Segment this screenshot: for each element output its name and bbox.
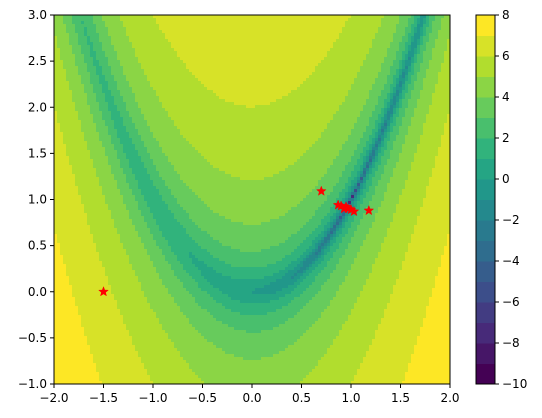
colorbar [476,15,495,385]
colorbar-tick-label: −10 [502,377,527,391]
y-tick-label: 3.0 [28,8,47,22]
colorbar-tick-label: −4 [502,254,520,268]
y-tick-label: 2.5 [28,54,47,68]
colorbar-band [476,281,495,303]
colorbar-band [476,138,495,159]
colorbar-band [476,220,495,241]
colorbar-band [476,322,495,344]
y-tick-label: −0.5 [18,331,47,345]
colorbar-tick-label: 4 [502,90,510,104]
point-marker [363,204,375,216]
point-marker [348,205,360,217]
x-tick-label: −2.0 [39,391,68,405]
colorbar-tick-label: −6 [502,295,520,309]
colorbar-tick-label: −8 [502,336,520,350]
x-axis: −2.0 −1.5 −1.0 −0.5 0.0 0.5 1.0 1.5 2.0 [39,384,460,405]
point-marker [98,286,109,297]
x-tick-label: −0.5 [188,391,217,405]
colorbar-band [476,199,495,221]
colorbar-band [476,15,495,36]
colorbar-band [476,76,495,98]
x-tick-label: 0.5 [292,391,311,405]
colorbar-frame [475,14,496,385]
x-tick-label: 1.5 [391,391,410,405]
colorbar-axis: −10 −8 −6 −4 −2 0 2 4 6 8 [495,8,527,391]
x-tick-label: 0.0 [242,391,261,405]
colorbar-band [476,363,495,385]
y-tick-label: 0.0 [28,285,47,299]
y-axis: −1.0 −0.5 0.0 0.5 1.0 1.5 2.0 2.5 3.0 [18,8,54,391]
colorbar-tick-label: 6 [502,49,510,63]
colorbar-band [476,240,495,262]
colorbar-band [476,35,495,57]
point-marker [315,185,327,196]
x-tick-label: −1.5 [89,391,118,405]
contour-fill [54,15,450,384]
colorbar-band [476,343,495,364]
colorbar-tick-label: 8 [502,8,510,22]
colorbar-band [476,261,495,282]
colorbar-tick-label: 2 [502,131,510,145]
y-tick-label: 2.0 [28,100,47,114]
colorbar-band [476,158,495,180]
colorbar-band [476,56,495,77]
y-tick-label: 1.5 [28,146,47,160]
colorbar-tick-label: −2 [502,213,520,227]
colorbar-band [476,179,495,200]
colorbar-band [476,97,495,118]
x-tick-label: −1.0 [138,391,167,405]
x-tick-label: 1.0 [341,391,360,405]
colorbar-band [476,117,495,139]
x-tick-label: 2.0 [440,391,459,405]
optimization-points [98,185,375,297]
colorbar-tick-label: 0 [502,172,510,186]
y-tick-label: 0.5 [28,239,47,253]
colorbar-band [476,302,495,323]
y-tick-label: −1.0 [18,377,47,391]
y-tick-label: 1.0 [28,193,47,207]
